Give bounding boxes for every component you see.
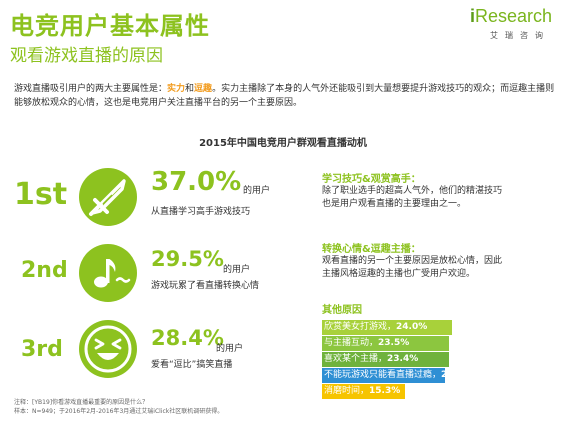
rank-first: 1st <box>14 177 68 212</box>
reason-2-description: 游戏玩累了看直播转换心情 <box>151 281 260 291</box>
footnote-question: 注释：[YB19]你看游戏直播最重要的原因是什么？ <box>14 399 149 406</box>
reason-3-percent: 28.4% <box>151 326 224 350</box>
page-title: 电竞用户基本属性 <box>10 12 210 40</box>
other-reason-label: 欣赏美女打游戏， <box>324 322 397 332</box>
other-reason-value: 23.4% <box>387 354 419 364</box>
rank-second: 2nd <box>21 258 68 283</box>
logo-wordmark: iResearch <box>469 6 552 26</box>
reason-1-description: 从直播学习高手游戏技巧 <box>151 207 251 217</box>
page-subtitle: 观看游戏直播的原因 <box>10 46 163 66</box>
other-reason-bar-3: 喜欢某个主播，23.4% <box>322 352 449 367</box>
laughing-face-icon <box>79 320 137 378</box>
other-reasons-title: 其他原因 <box>322 305 362 316</box>
highlight-strength: 实力 <box>167 84 186 94</box>
other-reason-label: 与主播互动， <box>324 338 379 348</box>
other-reason-bar-5: 消磨时间，15.3% <box>322 384 405 399</box>
highlight-funny: 逗趣 <box>194 84 213 94</box>
other-reason-label: 不能玩游戏只能看直播过瘾， <box>324 370 442 380</box>
highlight-2-heading: 转换心情&逗趣主播： <box>322 244 421 255</box>
reason-1-percent: 37.0% <box>151 167 242 197</box>
reason-2-percent: 29.5% <box>151 247 224 271</box>
reason-3-description: 爱看“逗比”搞笑直播 <box>151 360 233 370</box>
iresearch-logo: iResearch 艾瑞咨询 <box>452 6 552 46</box>
other-reason-label: 消磨时间， <box>324 386 370 396</box>
footnote: 注释：[YB19]你看游戏直播最重要的原因是什么？ 样本：N=949；于2016… <box>14 398 223 416</box>
rank-third: 3rd <box>21 337 63 362</box>
reason-1-suffix: 的用户 <box>243 186 271 196</box>
other-reason-value: 22.7% <box>441 370 473 380</box>
other-reason-bar-4: 不能玩游戏只能看直播过瘾，22.7% <box>322 368 472 383</box>
highlight-2-text: 观看直播的另一个主要原因是放松心情，因此 主播风格逗趣的主播也广受用户欢迎。 <box>322 256 503 279</box>
logo-subtext: 艾瑞咨询 <box>490 31 550 40</box>
other-reason-value: 15.3% <box>369 386 401 396</box>
music-note-icon <box>79 244 137 302</box>
sword-icon <box>79 168 137 226</box>
other-reason-value: 23.5% <box>378 338 410 348</box>
highlight-1-text: 除了职业选手的超高人气外，他们的精湛技巧 也是用户观看直播的主要理由之一。 <box>322 186 503 209</box>
reason-2-suffix: 的用户 <box>223 265 251 275</box>
chart-title: 2015年中国电竞用户群观看直播动机 <box>199 138 367 149</box>
other-reason-bar-2: 与主播互动，23.5% <box>322 336 449 351</box>
other-reasons-bars: 欣赏美女打游戏，24.0% 与主播互动，23.5% 喜欢某个主播，23.4% 不能玩游… <box>322 320 522 412</box>
highlight-1-heading: 学习技巧&观赏高手： <box>322 174 421 185</box>
footnote-sample: 样本：N=949；于2016年2月-2016年3月通过艾瑞iClick社区联机调… <box>14 408 224 415</box>
other-reason-bar-1: 欣赏美女打游戏，24.0% <box>322 320 452 335</box>
other-reason-label: 喜欢某个主播， <box>324 354 388 364</box>
other-reason-value: 24.0% <box>396 322 428 332</box>
reason-3-suffix: 的用户 <box>216 344 244 354</box>
intro-paragraph: 游戏直播吸引用户的两大主要属性是：实力和逗趣。实力主播除了本身的人气外还能吸引到… <box>14 84 555 108</box>
